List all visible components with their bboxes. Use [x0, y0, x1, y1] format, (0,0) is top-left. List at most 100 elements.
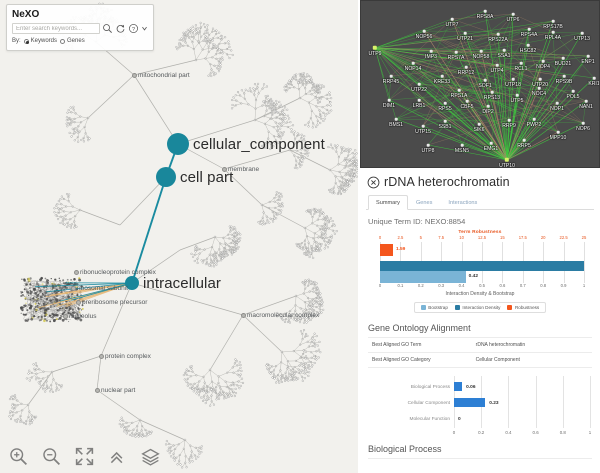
gene-node-utp15[interactable]: [421, 124, 425, 128]
gene-node-utp13[interactable]: [580, 31, 584, 35]
gene-node-rpl4a[interactable]: [551, 30, 555, 34]
filter-option-keywords[interactable]: Keywords: [23, 38, 57, 44]
search-panel[interactable]: NeXO ? By:: [6, 4, 154, 51]
gene-node-nop4[interactable]: [541, 59, 545, 63]
bar-interaction-density: [380, 261, 584, 271]
layers-icon[interactable]: [140, 446, 161, 467]
gene-node-rps9b[interactable]: [562, 74, 566, 78]
zoom-out-icon[interactable]: [41, 446, 62, 467]
gene-node-msn5[interactable]: [460, 143, 464, 147]
gene-node-ssb1[interactable]: [443, 119, 447, 123]
mid-node-8[interactable]: [62, 313, 68, 319]
tab-summary[interactable]: Summary: [368, 195, 408, 210]
gene-node-rps7a[interactable]: [454, 50, 458, 54]
gene-node-imp3[interactable]: [429, 49, 433, 53]
gene-node-nop14[interactable]: [411, 61, 415, 65]
gene-node-rrp12[interactable]: [464, 65, 468, 69]
mid-node-1[interactable]: [221, 166, 227, 172]
gene-node-rrp45[interactable]: [389, 74, 393, 78]
app-brand-title: NeXO: [12, 9, 40, 20]
gene-node-nop1[interactable]: [555, 101, 559, 105]
tab-genes[interactable]: Genes: [415, 200, 433, 206]
interaction-network-graph[interactable]: [361, 1, 600, 168]
ontology-tree-panel[interactable]: cellular_component cell part intracellular…: [0, 0, 358, 473]
gene-node-pwp2[interactable]: [532, 117, 536, 121]
gene-node-pol5[interactable]: [571, 89, 575, 93]
highlighted-node-0[interactable]: [167, 133, 189, 155]
gene-node-hsc82[interactable]: [526, 43, 530, 47]
mid-node-6[interactable]: [70, 285, 76, 291]
gene-node-utp10[interactable]: [504, 157, 510, 163]
graph-toolbar[interactable]: [8, 446, 161, 467]
gene-node-bms1[interactable]: [394, 117, 398, 121]
help-icon[interactable]: ?: [128, 23, 139, 34]
legend-swatch-bootstrap: [420, 305, 426, 310]
gene-node-utp21[interactable]: [463, 31, 467, 35]
gene-node-rcl1[interactable]: [519, 61, 523, 65]
mid-node-0[interactable]: [131, 72, 137, 78]
gene-node-nop56[interactable]: [422, 29, 426, 33]
gene-node-utp4[interactable]: [495, 63, 499, 67]
gene-node-utp20[interactable]: [538, 77, 542, 81]
go-bar-cellular-component: [454, 398, 486, 407]
radio-keywords-icon[interactable]: [23, 38, 29, 44]
ontology-tree-graph[interactable]: [0, 0, 358, 473]
gene-node-utp5[interactable]: [515, 93, 519, 97]
gene-node-emg1[interactable]: [489, 141, 493, 145]
tab-interactions[interactable]: Interactions: [448, 200, 478, 206]
gene-node-enp1[interactable]: [586, 54, 590, 58]
gene-node-nan1[interactable]: [584, 99, 588, 103]
gene-node-dim1[interactable]: [387, 98, 391, 102]
gene-node-utp7[interactable]: [450, 17, 454, 21]
gene-node-rps8a[interactable]: [483, 9, 487, 13]
fit-content-icon[interactable]: [74, 446, 95, 467]
mid-node-4[interactable]: [240, 312, 246, 318]
radio-genes-icon[interactable]: [60, 38, 66, 44]
gene-node-rps13[interactable]: [490, 90, 494, 94]
mid-node-7[interactable]: [75, 299, 81, 305]
chevron-down-icon[interactable]: [141, 23, 148, 34]
highlighted-node-2[interactable]: [125, 276, 139, 290]
mid-node-3[interactable]: [94, 387, 100, 393]
filter-option-genes[interactable]: Genes: [60, 38, 85, 44]
gene-node-rps22a[interactable]: [496, 32, 500, 36]
highlighted-node-1[interactable]: [156, 167, 176, 187]
gene-node-mpp10[interactable]: [556, 130, 560, 134]
gene-node-ssa1[interactable]: [502, 48, 506, 52]
mid-node-5[interactable]: [73, 269, 79, 275]
gene-node-rps1a[interactable]: [457, 88, 461, 92]
gene-node-cbf5[interactable]: [465, 99, 469, 103]
gene-node-nop58[interactable]: [479, 49, 483, 53]
gene-node-utp6[interactable]: [511, 12, 515, 16]
gene-node-sik6[interactable]: [477, 122, 481, 126]
gene-node-kre33[interactable]: [440, 74, 444, 78]
gene-node-bud21[interactable]: [561, 56, 565, 60]
collapse-icon[interactable]: [107, 446, 128, 467]
gene-node-nop6[interactable]: [581, 121, 585, 125]
zoom-in-icon[interactable]: [8, 446, 29, 467]
mid-node-2[interactable]: [98, 353, 104, 359]
gene-node-rps17b[interactable]: [551, 19, 555, 23]
gene-node-utp22[interactable]: [417, 82, 421, 86]
search-icon[interactable]: [102, 23, 113, 34]
gene-node-dip2[interactable]: [486, 104, 490, 108]
gene-node-utp9[interactable]: [372, 45, 378, 51]
gene-node-utp18[interactable]: [511, 77, 515, 81]
detail-tabs[interactable]: Summary Genes Interactions: [366, 194, 594, 210]
gene-node-rps5[interactable]: [443, 101, 447, 105]
gene-node-sof1[interactable]: [483, 78, 487, 82]
legend-swatch-robustness: [507, 305, 513, 310]
gene-node-lrb1[interactable]: [417, 98, 421, 102]
term-detail-panel[interactable]: rDNA heterochromatin Summary Genes Inter…: [360, 168, 600, 473]
refresh-icon[interactable]: [115, 23, 126, 34]
gene-node-rps4a[interactable]: [527, 27, 531, 31]
gene-node-rrp9[interactable]: [507, 118, 511, 122]
gene-node-noc4[interactable]: [537, 86, 541, 90]
gene-node-kri1[interactable]: [592, 76, 596, 80]
gene-node-rrp5[interactable]: [522, 138, 526, 142]
table-row: Best Aligned GO Category Cellular Compon…: [368, 353, 592, 368]
gene-node-utp8[interactable]: [426, 143, 430, 147]
search-input[interactable]: [12, 23, 100, 34]
interaction-network-panel[interactable]: UTP9 NOP56 UTP7 RPS8A UTP6 RPS17B UTP21 RPS22A R…: [360, 0, 600, 168]
close-icon[interactable]: [367, 176, 380, 189]
